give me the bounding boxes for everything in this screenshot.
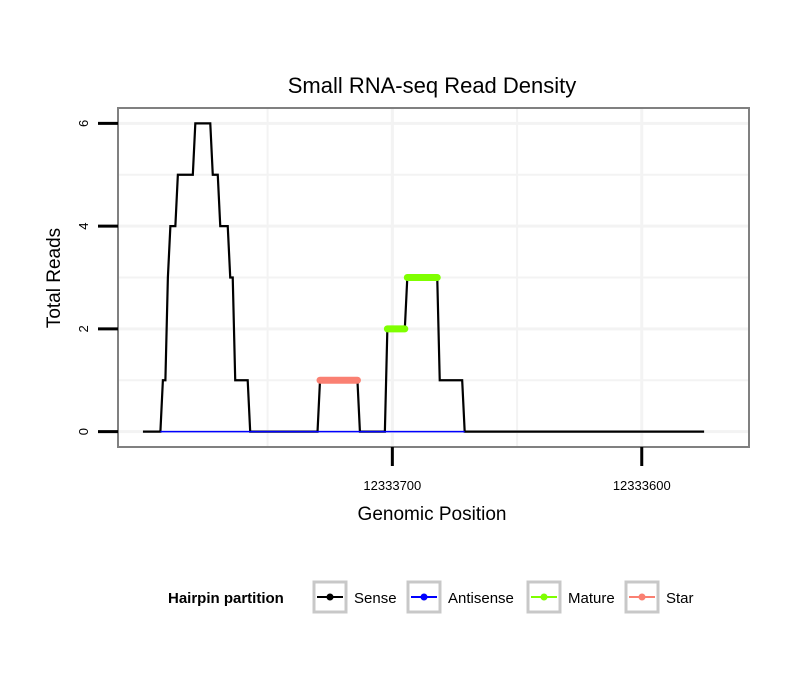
legend-title: Hairpin partition (168, 590, 284, 607)
series-layer (142, 122, 705, 433)
y-tick-label: 6 (76, 120, 91, 127)
x-axis: 12333700 12333600 (363, 447, 671, 493)
series-line-sense (142, 122, 705, 433)
y-tick-label: 0 (76, 428, 91, 435)
legend-marker-mature (540, 593, 548, 601)
legend-marker-sense (326, 593, 334, 601)
y-tick-label: 4 (76, 223, 91, 230)
legend-marker-antisense (420, 593, 428, 601)
y-axis: 0 2 4 6 (76, 120, 118, 435)
y-axis-label: Total Reads (44, 228, 65, 328)
plot-panel-border (117, 107, 750, 448)
x-tick-label: 12333600 (613, 478, 671, 493)
legend-marker-star (638, 593, 646, 601)
legend-label-mature: Mature (568, 590, 615, 607)
y-tick-label: 2 (76, 325, 91, 332)
x-axis-label: Genomic Position (358, 504, 507, 525)
legend-label-sense: Sense (354, 590, 397, 607)
legend-label-star: Star (666, 590, 694, 607)
x-tick-label: 12333700 (363, 478, 421, 493)
legend: Hairpin partition Sense Antisense Mature St… (168, 580, 694, 614)
legend-label-antisense: Antisense (448, 590, 514, 607)
chart-title: Small RNA-seq Read Density (288, 73, 577, 98)
